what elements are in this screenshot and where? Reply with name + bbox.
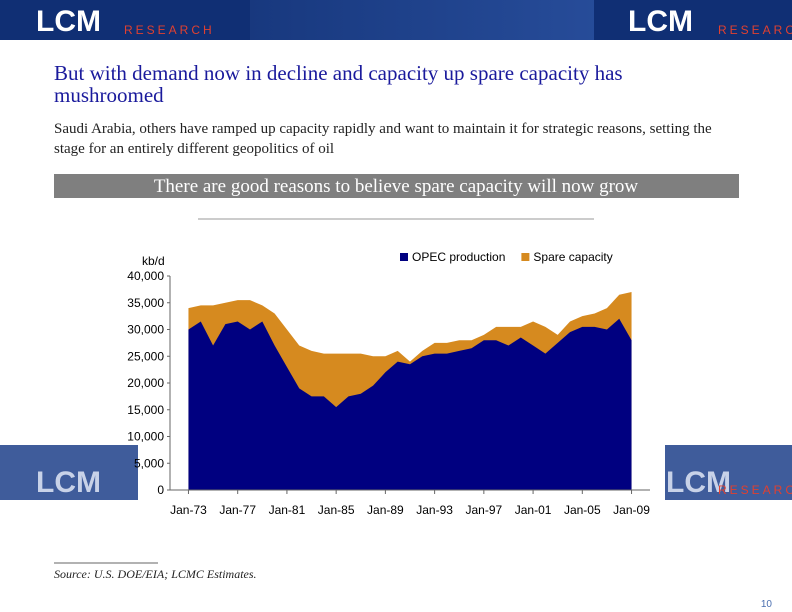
x-tick-label: Jan-81	[269, 503, 306, 517]
x-tick-label: Jan-97	[465, 503, 502, 517]
legend-label: Spare capacity	[533, 250, 612, 264]
y-tick-label: 0	[157, 483, 164, 497]
x-tick-label: Jan-73	[170, 503, 207, 517]
y-tick-label: 15,000	[127, 403, 164, 417]
legend-swatch	[400, 253, 408, 261]
x-tick-label: Jan-77	[219, 503, 256, 517]
logo-sub: RESEARCH	[718, 23, 792, 37]
x-tick-label: Jan-01	[515, 503, 552, 517]
banner	[54, 174, 739, 198]
y-tick-label: 25,000	[127, 349, 164, 363]
page-number: 10	[761, 599, 773, 610]
y-tick-label: 20,000	[127, 376, 164, 390]
x-tick-label: Jan-85	[318, 503, 355, 517]
legend-label: OPEC production	[412, 250, 505, 264]
y-tick-label: 40,000	[127, 269, 164, 283]
header-logo-box	[594, 0, 792, 40]
logo: LCM	[666, 466, 731, 499]
banner-text: There are good reasons to believe spare …	[154, 176, 639, 197]
header-logo-box	[0, 0, 250, 40]
slide-title: But with demand now in decline and capac…	[54, 62, 623, 107]
legend-swatch	[521, 253, 530, 261]
logo-sub: RESEARCH	[718, 483, 792, 497]
area	[188, 318, 632, 490]
y-tick-label: 5,000	[134, 456, 164, 470]
logo: LCM	[628, 5, 693, 38]
y-axis-label: kb/d	[142, 254, 165, 268]
slide-subtitle: Saudi Arabia, others have ramped up capa…	[54, 121, 712, 157]
logo: LCM	[36, 466, 101, 499]
x-tick-label: Jan-89	[367, 503, 404, 517]
y-tick-label: 10,000	[127, 430, 164, 444]
y-tick-label: 35,000	[127, 296, 164, 310]
subtitle-box: Saudi Arabia, others have ramped up capa…	[54, 121, 712, 157]
logo-sub: RESEARCH	[124, 23, 215, 37]
logo: LCM	[36, 5, 101, 38]
x-tick-label: Jan-93	[416, 503, 453, 517]
x-tick-label: Jan-09	[613, 503, 650, 517]
x-tick-label: Jan-05	[564, 503, 601, 517]
y-tick-label: 30,000	[127, 323, 164, 337]
source: Source: U.S. DOE/EIA; LCMC Estimates.	[54, 567, 257, 581]
title-box: But with demand now in decline and capac…	[54, 62, 623, 107]
chart: 0 5,000 10,000 15,000 20,000 25,000 30,000 35,0…	[127, 250, 650, 517]
